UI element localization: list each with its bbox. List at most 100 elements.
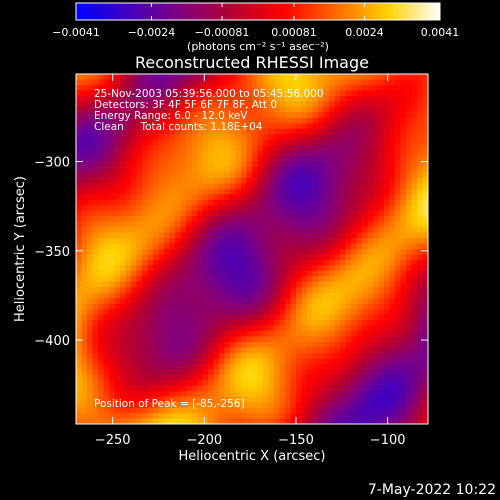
- heatmap-cell: [98, 254, 104, 261]
- heatmap-cell: [411, 314, 418, 321]
- heatmap-cell: [219, 188, 225, 195]
- heatmap-cell: [334, 341, 341, 348]
- heatmap-cell: [329, 402, 335, 408]
- heatmap-cell: [356, 106, 363, 113]
- heatmap-cell: [274, 341, 280, 348]
- heatmap-cell: [76, 161, 82, 168]
- heatmap-cell: [180, 320, 187, 326]
- heatmap-cell: [389, 210, 396, 217]
- heatmap-cell: [131, 161, 137, 168]
- heatmap-cell: [131, 243, 137, 250]
- heatmap-cell: [257, 402, 264, 408]
- heatmap-cell: [114, 238, 121, 244]
- heatmap-cell: [307, 128, 313, 135]
- heatmap-cell: [389, 156, 396, 162]
- heatmap-cell: [406, 309, 412, 316]
- heatmap-cell: [175, 402, 181, 408]
- heatmap-cell: [235, 265, 242, 272]
- heatmap-cell: [400, 287, 407, 294]
- heatmap-cell: [175, 336, 181, 343]
- heatmap-cell: [213, 374, 220, 381]
- heatmap-cell: [362, 243, 368, 250]
- heatmap-cell: [169, 95, 176, 102]
- heatmap-cell: [246, 254, 253, 261]
- heatmap-cell: [125, 161, 132, 168]
- heatmap-cell: [323, 188, 330, 195]
- annotation-clean-counts: Clean Total counts: 1.18E+04: [94, 121, 263, 133]
- heatmap-cell: [340, 183, 346, 190]
- heatmap-cell: [367, 90, 374, 97]
- heatmap-cell: [180, 254, 187, 261]
- heatmap-cell: [384, 84, 390, 91]
- heatmap-cell: [87, 320, 93, 326]
- heatmap-cell: [235, 249, 242, 255]
- heatmap-cell: [417, 249, 423, 255]
- heatmap-cell: [136, 183, 143, 190]
- heatmap-cell: [98, 276, 104, 283]
- heatmap-cell: [356, 314, 363, 321]
- heatmap-cell: [323, 287, 330, 294]
- heatmap-cell: [92, 238, 99, 244]
- heatmap-cell: [312, 95, 319, 102]
- heatmap-cell: [147, 145, 154, 151]
- heatmap-cell: [87, 134, 93, 141]
- heatmap-cell: [367, 95, 374, 102]
- heatmap-cell: [312, 128, 319, 135]
- heatmap-cell: [246, 112, 253, 119]
- heatmap-cell: [378, 79, 385, 86]
- heatmap-cell: [367, 276, 374, 283]
- heatmap-cell: [323, 281, 330, 288]
- heatmap-cell: [158, 194, 165, 201]
- heatmap-cell: [274, 331, 280, 337]
- heatmap-cell: [384, 320, 390, 326]
- heatmap-cell: [389, 106, 396, 113]
- heatmap-cell: [120, 380, 126, 387]
- heatmap-cell: [241, 249, 247, 255]
- heatmap-cell: [164, 358, 170, 365]
- heatmap-cell: [268, 270, 275, 277]
- heatmap-cell: [175, 232, 181, 239]
- heatmap-cell: [208, 188, 214, 195]
- heatmap-cell: [340, 134, 346, 141]
- heatmap-cell: [103, 352, 110, 359]
- heatmap-cell: [202, 341, 209, 348]
- heatmap-cell: [389, 243, 396, 250]
- heatmap-cell: [92, 74, 99, 80]
- heatmap-cell: [208, 292, 214, 299]
- heatmap-cell: [395, 74, 401, 80]
- heatmap-cell: [120, 183, 126, 190]
- heatmap-cell: [87, 199, 93, 206]
- heatmap-cell: [307, 254, 313, 261]
- heatmap-cell: [378, 292, 385, 299]
- heatmap-cell: [208, 145, 214, 151]
- heatmap-cell: [384, 402, 390, 408]
- heatmap-cell: [389, 238, 396, 244]
- heatmap-cell: [411, 117, 418, 124]
- heatmap-cell: [268, 314, 275, 321]
- heatmap-cell: [136, 396, 143, 403]
- heatmap-cell: [224, 292, 231, 299]
- heatmap-cell: [219, 413, 225, 419]
- heatmap-cell: [76, 303, 82, 310]
- heatmap-cell: [180, 325, 187, 332]
- heatmap-cell: [318, 270, 324, 277]
- heatmap-cell: [131, 325, 137, 332]
- heatmap-cell: [92, 106, 99, 113]
- heatmap-cell: [345, 391, 352, 398]
- heatmap-cell: [296, 238, 302, 244]
- heatmap-cell: [373, 265, 379, 272]
- heatmap-cell: [92, 309, 99, 316]
- heatmap-cell: [257, 227, 264, 233]
- heatmap-cell: [345, 292, 352, 299]
- heatmap-cell: [109, 396, 115, 403]
- heatmap-cell: [285, 331, 291, 337]
- heatmap-cell: [378, 309, 385, 316]
- heatmap-cell: [246, 238, 253, 244]
- heatmap-cell: [323, 243, 330, 250]
- heatmap-cell: [378, 106, 385, 113]
- heatmap-cell: [252, 402, 258, 408]
- heatmap-cell: [147, 210, 154, 217]
- heatmap-cell: [417, 166, 423, 173]
- heatmap-cell: [257, 270, 264, 277]
- heatmap-cell: [103, 374, 110, 381]
